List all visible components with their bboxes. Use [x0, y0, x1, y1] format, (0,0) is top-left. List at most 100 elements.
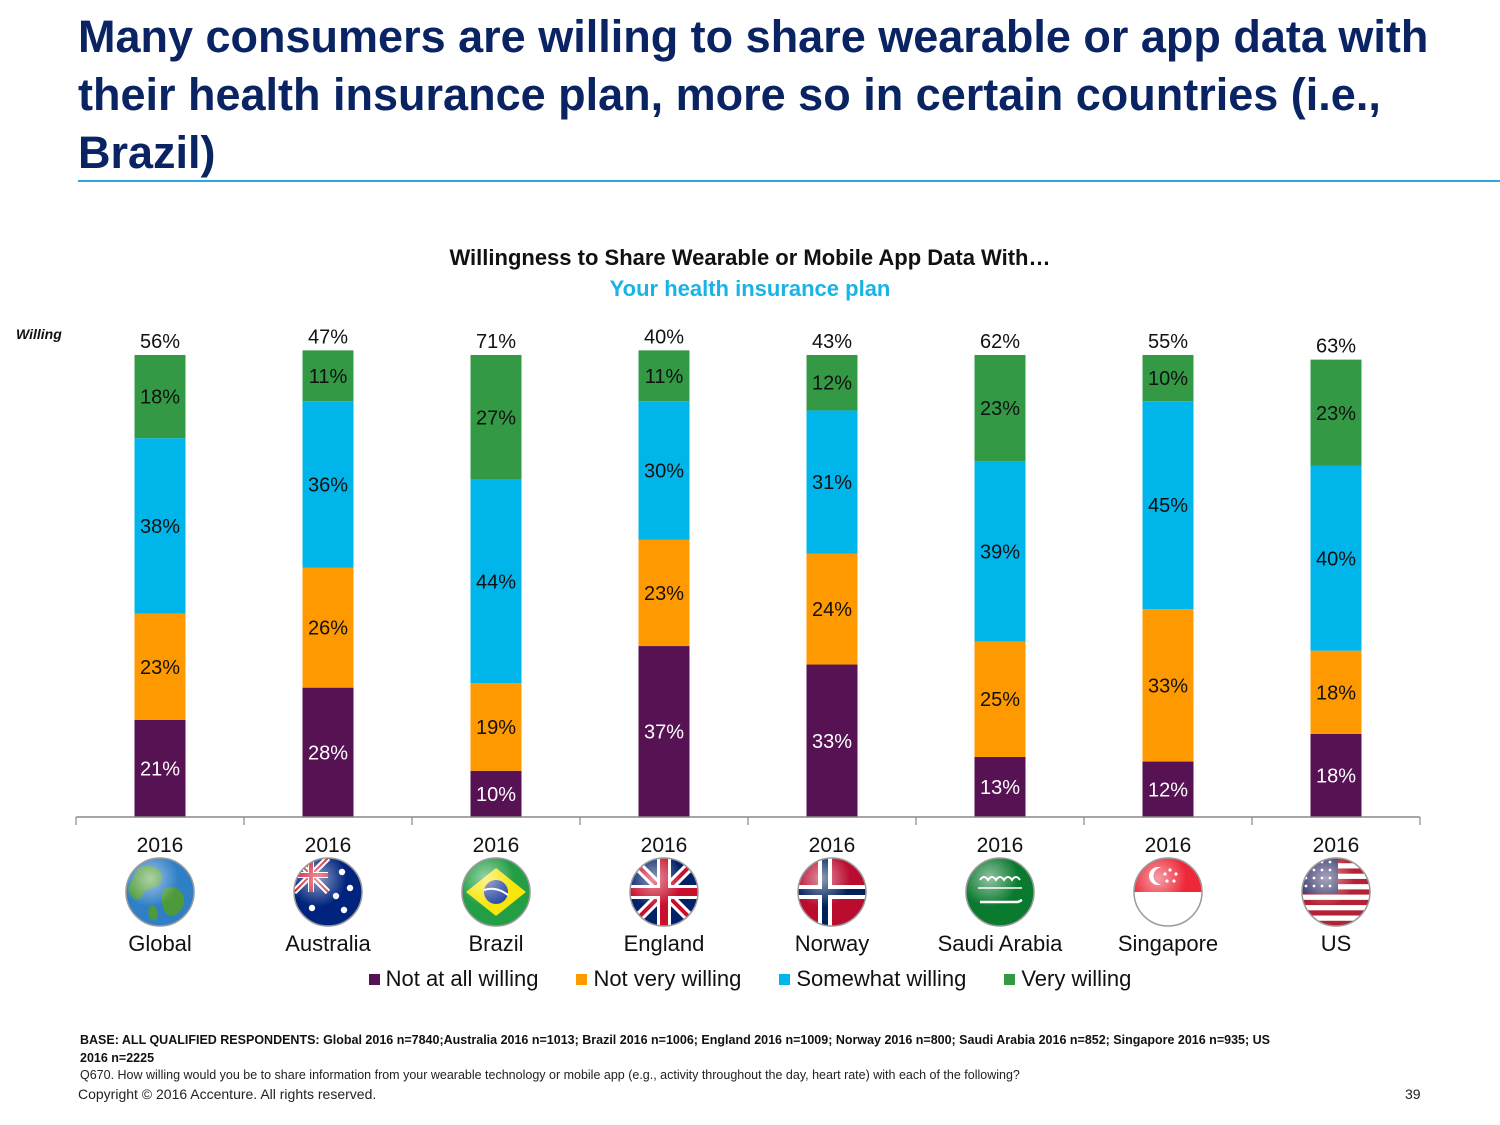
bar-segment-not-very-willing: [1142, 609, 1194, 762]
australia-flag-icon: [293, 857, 363, 927]
norway-flag-icon: [797, 857, 867, 927]
icon-rim: [965, 857, 1035, 927]
data-label: 38%: [140, 516, 180, 538]
category-label: England: [624, 931, 705, 956]
data-label: 23%: [140, 657, 180, 679]
chart-title: Willingness to Share Wearable or Mobile …: [449, 245, 1051, 270]
icon-rim: [293, 857, 363, 927]
bar-segment-not-very-willing: [470, 683, 522, 771]
flag-star: [1312, 860, 1316, 864]
legend-label: Not at all willing: [385, 966, 539, 991]
icon-rim: [797, 857, 867, 927]
bar-segment-somewhat-willing: [638, 401, 690, 540]
bar-segment-not-at-all-willing: [638, 646, 690, 817]
bar-segment-very-willing: [302, 350, 354, 402]
willing-total-label: 43%: [812, 331, 852, 353]
data-label: 30%: [644, 461, 684, 483]
us-flag-icon: [1301, 857, 1371, 927]
flag-star: [1304, 860, 1308, 864]
bar-segment-not-very-willing: [974, 641, 1026, 757]
bar-segment-not-at-all-willing: [134, 719, 186, 817]
icon-gloss: [630, 858, 698, 926]
data-label: 10%: [476, 784, 516, 806]
data-label: 45%: [1148, 495, 1188, 517]
bar-segment-not-very-willing: [1310, 650, 1362, 734]
data-label: 44%: [476, 571, 516, 593]
uk-flag-icon: [629, 857, 699, 927]
willing-total-label: 62%: [980, 331, 1020, 353]
icon-rim: [1133, 857, 1203, 927]
year-tick-label: 2016: [1313, 834, 1360, 857]
bar-segment-somewhat-willing: [1310, 465, 1362, 651]
data-label: 23%: [980, 398, 1020, 420]
icon-rim: [461, 857, 531, 927]
bar-segment-very-willing: [638, 350, 690, 402]
category-label: US: [1321, 931, 1352, 956]
data-label: 36%: [308, 474, 348, 496]
year-tick-label: 2016: [641, 834, 688, 857]
icon-gloss: [1302, 858, 1370, 926]
data-label: 18%: [1316, 682, 1356, 704]
bar-segment-not-at-all-willing: [974, 756, 1026, 817]
data-label: 18%: [1316, 765, 1356, 787]
saudi-arabia-flag-icon: [965, 857, 1035, 927]
data-label: 18%: [140, 387, 180, 409]
data-label: 37%: [644, 722, 684, 744]
bar-segment-not-very-willing: [806, 553, 858, 665]
x-axis: [75, 816, 1421, 825]
data-label: 24%: [812, 599, 852, 621]
legend-item-very-willing: Very willing: [1004, 966, 1131, 992]
legend-label: Very willing: [1021, 966, 1132, 991]
icon-rim: [125, 857, 195, 927]
bar-segment-somewhat-willing: [134, 438, 186, 614]
icon-rim: [1301, 857, 1371, 927]
icon-rim: [629, 857, 699, 927]
bar-segment-very-willing: [806, 355, 858, 411]
icon-gloss: [798, 858, 866, 926]
bar-segment-very-willing: [134, 355, 186, 439]
base-note: BASE: ALL QUALIFIED RESPONDENTS: Global …: [80, 1033, 1270, 1065]
bar-segment-very-willing: [974, 355, 1026, 462]
bar-segment-not-very-willing: [638, 539, 690, 647]
icon-gloss: [966, 858, 1034, 926]
legend-item-somewhat-willing: Somewhat willing: [779, 966, 966, 992]
data-label: 28%: [308, 742, 348, 764]
legend-label: Not very willing: [593, 966, 742, 991]
willing-total-label: 47%: [308, 326, 348, 348]
data-label: 10%: [1148, 368, 1188, 390]
flag-star: [1304, 868, 1308, 872]
globe-icon: [125, 857, 195, 927]
willing-axis-label: Willing: [16, 326, 62, 342]
category-label: Saudi Arabia: [938, 931, 1064, 956]
bar-segment-somewhat-willing: [1142, 401, 1194, 610]
data-label: 39%: [980, 541, 1020, 563]
legend-swatch: [576, 973, 588, 985]
data-label: 11%: [309, 366, 348, 388]
bar-segment-not-at-all-willing: [302, 687, 354, 817]
category-label: Brazil: [468, 931, 523, 956]
willing-total-label: 56%: [140, 331, 180, 353]
bar-segment-somewhat-willing: [302, 401, 354, 568]
bar-segment-not-at-all-willing: [470, 770, 522, 817]
data-label: 25%: [980, 689, 1020, 711]
bar-segment-very-willing: [470, 355, 522, 480]
chart-subtitle: Your health insurance plan: [609, 276, 891, 301]
data-label: 40%: [1316, 548, 1356, 570]
headline-divider: [78, 180, 1500, 182]
bars-layer: [134, 350, 1362, 817]
icon-gloss: [462, 858, 530, 926]
stacked-bar-chart: 21% 23% 38% 18% 56% 2016 Global 28% 26% 36% 11% 47%…: [75, 326, 1421, 956]
legend-swatch: [368, 973, 380, 985]
legend-swatch: [1004, 973, 1016, 985]
data-label: 21%: [140, 758, 180, 780]
bar-segment-very-willing: [1310, 359, 1362, 466]
willing-total-label: 63%: [1316, 336, 1356, 358]
data-label: 13%: [980, 777, 1020, 799]
data-label: 27%: [476, 407, 516, 429]
data-label: 33%: [812, 731, 852, 753]
bar-segment-not-at-all-willing: [1142, 761, 1194, 817]
data-label: 19%: [476, 717, 516, 739]
legend: Not at all willing Not very willing Some…: [0, 966, 1500, 992]
year-tick-label: 2016: [305, 834, 352, 857]
year-tick-label: 2016: [473, 834, 520, 857]
